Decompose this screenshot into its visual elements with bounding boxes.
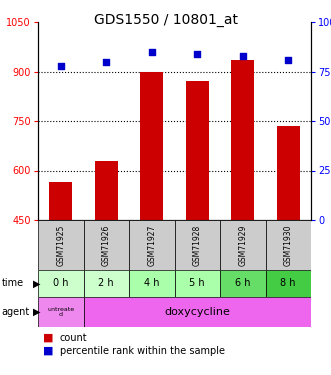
Bar xyxy=(38,270,83,297)
Text: ▶: ▶ xyxy=(33,279,41,288)
Bar xyxy=(231,60,254,220)
Text: 2 h: 2 h xyxy=(98,279,114,288)
Text: count: count xyxy=(60,333,87,343)
Bar xyxy=(265,220,311,270)
Text: GSM71928: GSM71928 xyxy=(193,224,202,266)
Bar xyxy=(220,270,265,297)
Text: GSM71926: GSM71926 xyxy=(102,224,111,266)
Text: 6 h: 6 h xyxy=(235,279,251,288)
Bar xyxy=(174,270,220,297)
Text: ■: ■ xyxy=(43,333,54,343)
Text: doxycycline: doxycycline xyxy=(164,307,230,317)
Point xyxy=(195,51,200,57)
Bar xyxy=(220,220,265,270)
Text: time: time xyxy=(2,279,24,288)
Bar xyxy=(49,182,72,220)
Text: percentile rank within the sample: percentile rank within the sample xyxy=(60,346,224,356)
Point xyxy=(104,58,109,64)
Point xyxy=(286,57,291,63)
Point xyxy=(58,63,64,69)
Bar xyxy=(186,81,209,220)
Point xyxy=(149,49,154,55)
Point xyxy=(240,53,245,58)
Bar xyxy=(277,126,300,220)
Bar xyxy=(83,220,129,270)
Bar xyxy=(129,270,174,297)
Bar xyxy=(265,270,311,297)
Bar xyxy=(83,270,129,297)
Bar xyxy=(38,297,83,327)
Text: 5 h: 5 h xyxy=(189,279,205,288)
Bar xyxy=(83,297,311,327)
Text: GSM71929: GSM71929 xyxy=(238,224,247,266)
Text: ▶: ▶ xyxy=(33,307,41,317)
Text: GSM71930: GSM71930 xyxy=(284,224,293,266)
Bar xyxy=(95,160,118,220)
Bar xyxy=(140,72,163,220)
Text: 0 h: 0 h xyxy=(53,279,69,288)
Text: 8 h: 8 h xyxy=(280,279,296,288)
Text: GSM71925: GSM71925 xyxy=(56,224,65,266)
Text: agent: agent xyxy=(2,307,30,317)
Bar xyxy=(38,220,83,270)
Text: ■: ■ xyxy=(43,346,54,356)
Bar xyxy=(174,220,220,270)
Text: untreate
d: untreate d xyxy=(47,307,74,317)
Text: GSM71927: GSM71927 xyxy=(147,224,156,266)
Bar xyxy=(129,220,174,270)
Text: GDS1550 / 10801_at: GDS1550 / 10801_at xyxy=(93,13,238,27)
Text: 4 h: 4 h xyxy=(144,279,160,288)
